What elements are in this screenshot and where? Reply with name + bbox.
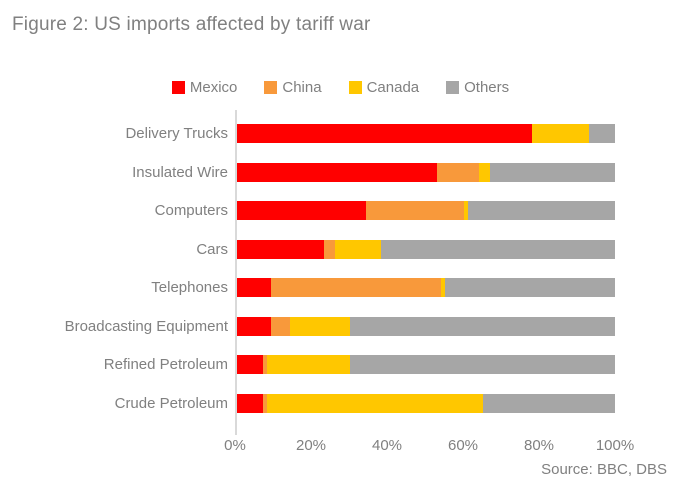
bar-segment-china: [437, 162, 479, 182]
bar-row: [237, 239, 615, 259]
bar-segment-others: [588, 124, 615, 143]
legend-item-china: China: [264, 79, 322, 96]
bar-segment-canada: [267, 355, 351, 375]
category-label: Insulated Wire: [132, 163, 228, 181]
x-tick-label: 20%: [295, 437, 327, 454]
source-note: Source: BBC, DBS: [541, 461, 667, 478]
bar-segment-others: [467, 201, 615, 221]
bar-segment-china: [271, 316, 290, 336]
bar-row: [237, 393, 615, 413]
category-label: Computers: [154, 202, 228, 220]
bar-segment-canada: [335, 239, 381, 259]
x-tick-label: 0%: [224, 437, 246, 454]
bar-segment-others: [350, 316, 615, 336]
x-tick-label: 80%: [523, 437, 555, 454]
legend-label-others: Others: [464, 79, 510, 96]
category-label: Telephones: [151, 279, 228, 297]
bar-segment-others: [350, 355, 615, 375]
legend-label-canada: Canada: [366, 79, 420, 96]
bar-row: [237, 124, 615, 143]
bar-segment-mexico: [237, 278, 272, 298]
bar-row: [237, 355, 615, 375]
legend-swatch-mexico: [171, 81, 185, 94]
bar-row: [237, 278, 615, 298]
legend-item-canada: Canada: [348, 79, 420, 96]
bar-segment-china: [263, 393, 268, 413]
bar-segment-china: [323, 239, 336, 259]
bar-segment-mexico: [237, 239, 324, 259]
legend-item-mexico: Mexico: [171, 79, 238, 96]
x-tick-label: 40%: [371, 437, 403, 454]
chart-title: Figure 2: US imports affected by tariff …: [12, 14, 371, 35]
x-tick-label: 100%: [595, 437, 635, 454]
category-label: Broadcasting Equipment: [64, 317, 228, 335]
bar-segment-mexico: [237, 393, 264, 413]
bar-segment-others: [490, 162, 615, 182]
plot-area: [235, 110, 615, 435]
bar-segment-others: [444, 278, 615, 298]
legend-item-others: Others: [446, 79, 509, 96]
bar-segment-canada: [478, 162, 491, 182]
bar-segment-canada: [531, 124, 589, 143]
category-label: Cars: [196, 240, 228, 258]
bar-segment-mexico: [237, 355, 264, 375]
bar-segment-mexico: [237, 201, 366, 221]
bar-segment-canada: [441, 278, 445, 298]
bar-row: [237, 201, 615, 221]
bar-segment-canada: [463, 201, 468, 221]
bar-segment-others: [482, 393, 615, 413]
bar-segment-mexico: [237, 316, 272, 336]
bar-segment-china: [365, 201, 464, 221]
bar-segment-canada: [267, 393, 483, 413]
bar-segment-china: [263, 355, 268, 375]
legend-label-mexico: Mexico: [189, 79, 238, 96]
category-label: Refined Petroleum: [103, 356, 228, 374]
category-label: Delivery Trucks: [125, 125, 228, 142]
legend: Mexico China Canada Others: [0, 79, 681, 96]
legend-swatch-china: [264, 81, 278, 94]
legend-label-china: China: [282, 79, 322, 96]
bar-segment-canada: [289, 316, 351, 336]
x-tick-label: 60%: [447, 437, 479, 454]
bar-segment-china: [271, 278, 442, 298]
bar-row: [237, 162, 615, 182]
bar-segment-mexico: [237, 124, 532, 143]
bar-row: [237, 316, 615, 336]
legend-swatch-others: [446, 81, 460, 94]
bar-segment-mexico: [237, 162, 438, 182]
legend-swatch-canada: [348, 81, 362, 94]
bar-segment-others: [380, 239, 615, 259]
category-label: Crude Petroleum: [114, 394, 228, 412]
